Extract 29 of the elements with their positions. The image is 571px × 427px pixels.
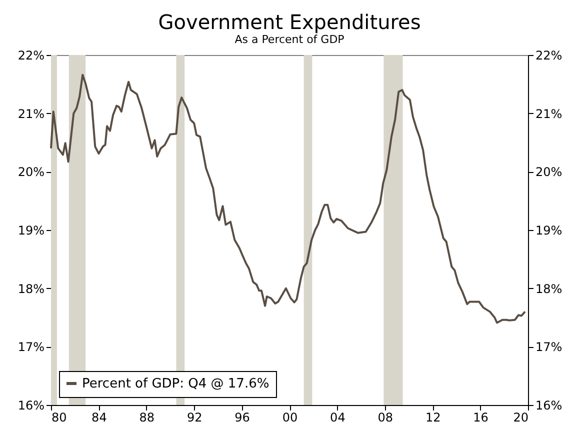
chart-subtitle: As a Percent of GDP bbox=[234, 33, 345, 46]
x-tick-label: 88 bbox=[139, 410, 155, 424]
y2-tick-label: 17% bbox=[536, 340, 562, 354]
x-tick-label: 12 bbox=[425, 410, 441, 424]
y-tick-label: 17% bbox=[18, 340, 44, 354]
x-tick-label: 04 bbox=[330, 410, 346, 424]
x-tick-label: 80 bbox=[52, 410, 67, 424]
x-tick-label: 84 bbox=[92, 410, 107, 424]
legend-label: Percent of GDP: Q4 @ 17.6% bbox=[82, 376, 270, 392]
x-tick-label: 92 bbox=[186, 410, 202, 424]
y2-tick-label: 18% bbox=[536, 282, 562, 296]
x-tick-label: 16 bbox=[473, 410, 488, 424]
y2-tick-label: 20% bbox=[536, 165, 562, 180]
y2-tick-label: 21% bbox=[536, 106, 562, 121]
y-tick-label: 22% bbox=[18, 48, 44, 62]
x-tick-label: 00 bbox=[282, 410, 298, 424]
line-series bbox=[50, 74, 526, 324]
y2-tick-label: 22% bbox=[536, 48, 562, 62]
y-tick-label: 19% bbox=[18, 224, 44, 238]
chart-title: Government Expenditures bbox=[158, 10, 421, 34]
y-tick-label: 18% bbox=[18, 282, 44, 296]
y2-tick-label: 16% bbox=[536, 398, 562, 412]
x-tick-label: 96 bbox=[234, 410, 250, 424]
x-tick-label: 08 bbox=[378, 410, 394, 424]
y-tick-label: 21% bbox=[18, 106, 44, 121]
y2-tick-label: 19% bbox=[536, 224, 562, 238]
y-tick-label: 20% bbox=[18, 165, 44, 180]
y-tick-label: 16% bbox=[18, 398, 44, 412]
x-tick-label: 20 bbox=[513, 410, 528, 424]
